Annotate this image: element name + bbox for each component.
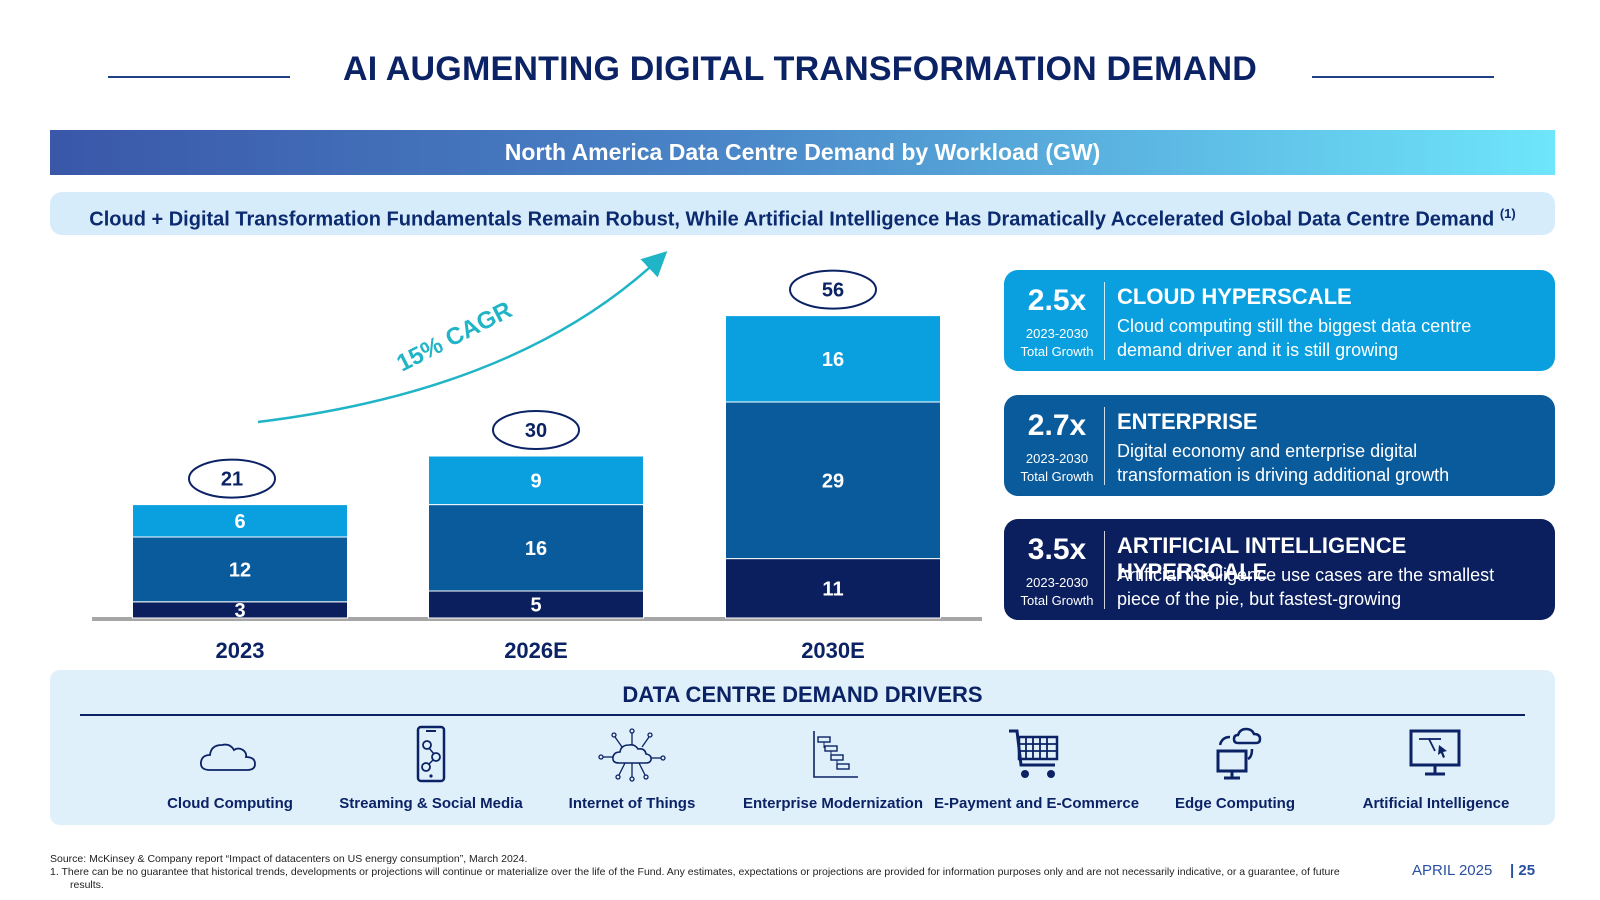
growth-period-years: 2023-2030 xyxy=(1025,451,1089,466)
segment-value-label: 12 xyxy=(229,559,251,581)
category-label: 2026E xyxy=(504,638,568,663)
segment-value-label: 11 xyxy=(822,578,843,600)
growth-period-sub: Total Growth xyxy=(1020,344,1094,359)
growth-period-sub: Total Growth xyxy=(1020,593,1094,608)
driver-epayment-ecommerce: E-Payment and E-Commerce xyxy=(934,725,1140,812)
page-number: | 25 xyxy=(1510,862,1536,879)
card-description: Digital economy and enterprise digital t… xyxy=(1117,441,1450,485)
demand-drivers-panel: DATA CENTRE DEMAND DRIVERS Cloud Computi… xyxy=(50,670,1555,825)
shopping-cart-icon xyxy=(1009,729,1059,778)
growth-period: 2023-2030 Total Growth xyxy=(1012,325,1102,361)
driver-label: Enterprise Modernization xyxy=(742,795,924,812)
segment-value-label: 29 xyxy=(822,470,844,492)
title-rule-right xyxy=(1312,76,1494,78)
chart-banner: North America Data Centre Demand by Work… xyxy=(50,130,1555,175)
growth-period-years: 2023-2030 xyxy=(1025,326,1089,341)
iot-cloud-icon xyxy=(598,728,666,782)
card-divider xyxy=(1104,407,1105,485)
card-description: Cloud computing still the biggest data c… xyxy=(1117,316,1472,360)
bar-segment-2030E-2 xyxy=(725,315,941,403)
growth-period-years: 2023-2030 xyxy=(1025,575,1089,590)
bar-segment-2030E-1 xyxy=(725,401,941,560)
bar-segment-2030E-0 xyxy=(725,558,941,619)
disclaimer-note: 1. There can be no guarantee that histor… xyxy=(50,866,1340,891)
bar-segment-2026E-2 xyxy=(428,455,644,506)
driver-iot: Internet of Things xyxy=(532,725,732,812)
segment-value-label: 3 xyxy=(234,600,245,622)
card-title: ARTIFICIAL INTELLIGENCE HYPERSCALE xyxy=(1117,533,1407,584)
growth-period: 2023-2030 Total Growth xyxy=(1012,450,1102,486)
card-title: ENTERPRISE xyxy=(1117,409,1258,434)
bar-segment-2023-1 xyxy=(132,536,348,603)
total-value-label: 30 xyxy=(525,420,547,442)
subtitle-text: Cloud + Digital Transformation Fundament… xyxy=(89,208,1495,231)
total-oval xyxy=(492,410,580,450)
stacked-bar-chart: 3 12 6 21 2023 5 16 9 30 2026E 11 29 16 56 2030E 15% CA… xyxy=(0,240,1000,670)
total-value-label: 56 xyxy=(822,280,844,302)
driver-artificial-intelligence: Artificial Intelligence xyxy=(1336,725,1536,812)
category-label: 2030E xyxy=(801,638,865,663)
driver-edge-computing: Edge Computing xyxy=(1135,725,1335,812)
footnotes: Source: McKinsey & Company report “Impac… xyxy=(50,853,1340,892)
cagr-annotation: 15% CAGR xyxy=(392,296,516,377)
drivers-title: DATA CENTRE DEMAND DRIVERS xyxy=(622,682,983,707)
segment-value-label: 16 xyxy=(822,349,844,371)
date-label: APRIL 2025 xyxy=(1412,862,1493,879)
page-title: AI AUGMENTING DIGITAL TRANSFORMATION DEM… xyxy=(343,50,1257,88)
title-rule-left xyxy=(108,76,290,78)
total-oval xyxy=(789,269,877,310)
driver-streaming-social: Streaming & Social Media xyxy=(331,725,531,812)
drivers-divider xyxy=(80,714,1525,716)
growth-card-2: 2.7x ENTERPRISE Digital economy and enterp… xyxy=(1004,395,1555,496)
ai-monitor-icon xyxy=(1409,729,1461,776)
driver-label: Edge Computing xyxy=(1175,795,1295,812)
card-divider xyxy=(1104,282,1105,360)
growth-multiplier: 2.5x xyxy=(1027,284,1087,317)
bar-segment-2023-2 xyxy=(132,504,348,538)
source-note: Source: McKinsey & Company report “Impac… xyxy=(50,853,528,865)
segment-value-label: 5 xyxy=(530,595,541,617)
growth-period-sub: Total Growth xyxy=(1020,469,1094,484)
driver-cloud-computing: Cloud Computing xyxy=(130,725,330,812)
driver-enterprise-modernization: Enterprise Modernization xyxy=(733,725,933,812)
gantt-chart-icon xyxy=(813,731,858,778)
card-divider xyxy=(1104,531,1105,609)
growth-multiplier: 3.5x xyxy=(1027,533,1087,566)
cloud-icon xyxy=(200,743,256,771)
total-value-label: 21 xyxy=(221,469,243,491)
segment-value-label: 6 xyxy=(234,511,245,533)
growth-period: 2023-2030 Total Growth xyxy=(1012,574,1102,610)
subtitle-banner: Cloud + Digital Transformation Fundament… xyxy=(50,192,1555,235)
driver-label: Cloud Computing xyxy=(167,795,293,812)
footnote-ref: (1) xyxy=(1499,206,1516,221)
cagr-arrow xyxy=(257,251,668,424)
smartphone-icon xyxy=(416,725,446,783)
chart-canvas: 3 12 6 21 2023 5 16 9 30 2026E 11 29 16 56 2030E 15% CA… xyxy=(92,251,982,663)
driver-label: E-Payment and E-Commerce xyxy=(934,795,1140,812)
driver-label: Internet of Things xyxy=(568,795,696,812)
segment-value-label: 16 xyxy=(525,538,547,560)
driver-label: Artificial Intelligence xyxy=(1362,795,1510,812)
growth-multiplier: 2.7x xyxy=(1027,409,1087,442)
card-description: Artificial Intelligence use cases are th… xyxy=(1117,565,1495,609)
category-label: 2023 xyxy=(216,638,265,663)
edge-computing-icon xyxy=(1216,727,1262,780)
growth-card-1: 2.5x CLOUD HYPERSCALE Cloud computing stil… xyxy=(1004,270,1555,371)
growth-card-3: 3.5x ARTIFICIAL INTELLIGENCE HYPERSCALE Ar… xyxy=(1004,519,1555,620)
driver-label: Streaming & Social Media xyxy=(339,795,523,812)
segment-value-label: 9 xyxy=(530,470,541,492)
total-oval xyxy=(188,458,276,499)
card-title: CLOUD HYPERSCALE xyxy=(1117,284,1352,309)
